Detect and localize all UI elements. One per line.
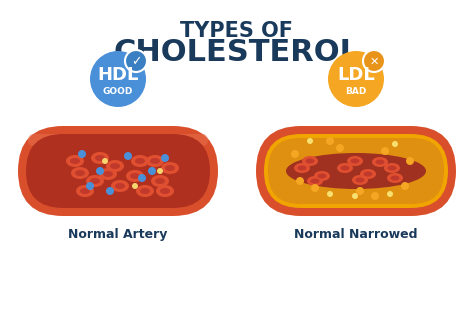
Ellipse shape: [356, 178, 365, 183]
Circle shape: [157, 168, 163, 174]
Ellipse shape: [70, 158, 80, 164]
Circle shape: [78, 150, 86, 158]
Ellipse shape: [135, 158, 145, 164]
Ellipse shape: [387, 173, 403, 183]
Circle shape: [352, 193, 358, 199]
FancyBboxPatch shape: [264, 134, 448, 208]
Ellipse shape: [103, 171, 113, 177]
Ellipse shape: [298, 166, 307, 171]
Ellipse shape: [66, 155, 84, 167]
Ellipse shape: [140, 188, 150, 194]
Ellipse shape: [150, 158, 160, 164]
Circle shape: [296, 177, 304, 185]
Circle shape: [392, 141, 398, 147]
Ellipse shape: [99, 168, 117, 180]
Ellipse shape: [71, 167, 89, 179]
Circle shape: [327, 191, 333, 197]
Text: BAD: BAD: [346, 88, 367, 96]
Ellipse shape: [106, 160, 124, 172]
Ellipse shape: [95, 155, 105, 161]
Ellipse shape: [111, 180, 129, 192]
Text: ✓: ✓: [131, 56, 141, 69]
Circle shape: [102, 158, 108, 164]
Circle shape: [291, 150, 299, 158]
Ellipse shape: [76, 185, 94, 197]
Ellipse shape: [302, 156, 318, 166]
Text: GOOD: GOOD: [103, 88, 133, 96]
FancyBboxPatch shape: [256, 126, 456, 216]
Circle shape: [336, 144, 344, 152]
Circle shape: [307, 138, 313, 144]
Circle shape: [90, 51, 146, 107]
Circle shape: [326, 137, 334, 145]
Ellipse shape: [80, 188, 90, 194]
Ellipse shape: [161, 162, 179, 174]
Text: HDL: HDL: [97, 66, 139, 84]
Ellipse shape: [318, 173, 327, 179]
Ellipse shape: [126, 170, 144, 182]
Ellipse shape: [350, 159, 359, 163]
Ellipse shape: [75, 170, 85, 176]
FancyBboxPatch shape: [26, 134, 210, 208]
Ellipse shape: [375, 160, 384, 165]
Text: LDL: LDL: [337, 66, 375, 84]
Ellipse shape: [86, 175, 104, 187]
Circle shape: [356, 187, 364, 195]
Circle shape: [148, 167, 156, 175]
Text: ✕: ✕: [369, 57, 379, 67]
Circle shape: [363, 50, 385, 72]
Ellipse shape: [307, 176, 323, 186]
Text: Normal Artery: Normal Artery: [68, 228, 168, 241]
Ellipse shape: [306, 159, 315, 163]
Ellipse shape: [136, 185, 154, 197]
Ellipse shape: [160, 188, 170, 194]
Text: Normal Narrowed: Normal Narrowed: [294, 228, 418, 241]
Circle shape: [106, 187, 114, 195]
Circle shape: [328, 51, 384, 107]
Ellipse shape: [156, 185, 174, 197]
Ellipse shape: [364, 172, 373, 177]
Ellipse shape: [352, 175, 368, 185]
Text: CHOLESTEROL: CHOLESTEROL: [114, 38, 360, 67]
Circle shape: [132, 183, 138, 189]
FancyBboxPatch shape: [28, 134, 208, 146]
Text: TYPES OF: TYPES OF: [181, 21, 293, 41]
Ellipse shape: [384, 163, 400, 173]
Circle shape: [96, 167, 104, 175]
Ellipse shape: [294, 163, 310, 173]
Ellipse shape: [388, 166, 396, 171]
Ellipse shape: [347, 156, 363, 166]
Ellipse shape: [151, 175, 169, 187]
Ellipse shape: [90, 178, 100, 184]
Circle shape: [125, 50, 147, 72]
FancyBboxPatch shape: [18, 126, 218, 216]
Ellipse shape: [130, 173, 140, 179]
Ellipse shape: [131, 155, 149, 167]
Circle shape: [86, 182, 94, 190]
FancyBboxPatch shape: [268, 138, 444, 204]
Ellipse shape: [372, 157, 388, 167]
Ellipse shape: [314, 171, 330, 181]
Ellipse shape: [391, 175, 400, 180]
Circle shape: [406, 157, 414, 165]
Ellipse shape: [165, 165, 175, 171]
Circle shape: [138, 174, 146, 182]
Ellipse shape: [155, 178, 165, 184]
Ellipse shape: [115, 183, 125, 189]
Circle shape: [124, 152, 132, 160]
Ellipse shape: [286, 153, 426, 189]
Ellipse shape: [337, 163, 353, 173]
Circle shape: [161, 154, 169, 162]
Circle shape: [387, 191, 393, 197]
Circle shape: [311, 184, 319, 192]
Ellipse shape: [340, 166, 349, 171]
Ellipse shape: [110, 163, 120, 169]
Ellipse shape: [310, 179, 319, 184]
Ellipse shape: [146, 155, 164, 167]
Circle shape: [371, 192, 379, 200]
Ellipse shape: [91, 152, 109, 164]
Ellipse shape: [360, 169, 376, 179]
Circle shape: [381, 147, 389, 155]
Circle shape: [401, 182, 409, 190]
